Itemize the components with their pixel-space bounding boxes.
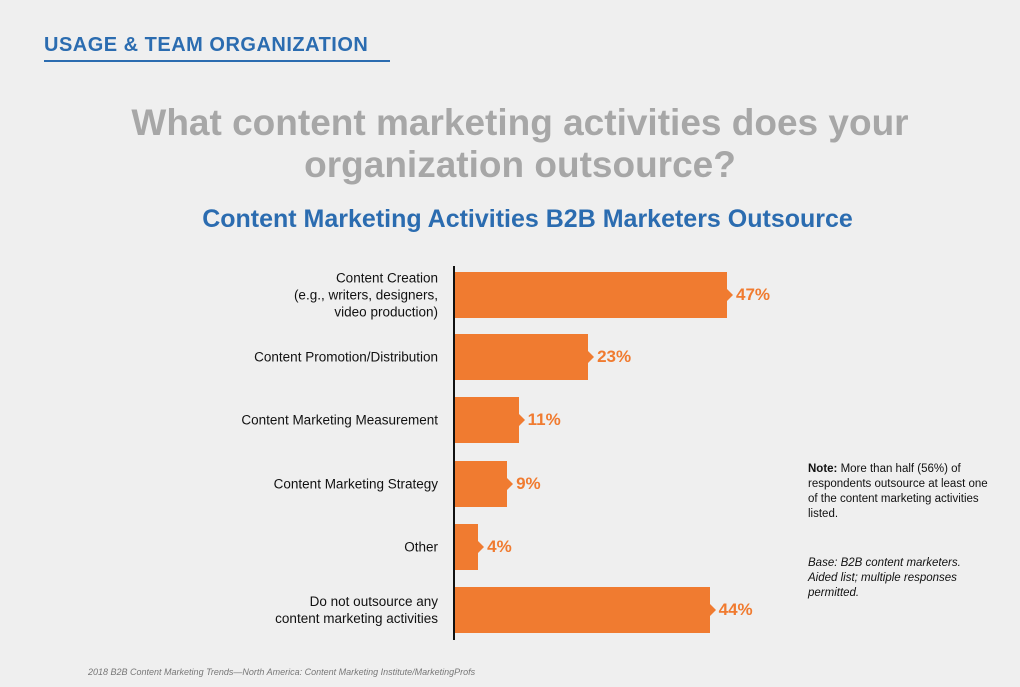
value-label-other: 4% — [487, 537, 512, 556]
note-label: Note: — [808, 463, 838, 475]
bar-content-promotion-distribution — [455, 334, 595, 380]
category-label-line: Content Marketing Measurement — [241, 412, 438, 428]
bar-tip-icon — [588, 351, 595, 363]
chart-title: Content Marketing Activities B2B Markete… — [202, 205, 853, 233]
page-question: What content marketing activities does y… — [131, 102, 909, 185]
value-label-do-not-outsource-any: 44% — [718, 600, 753, 619]
bar-tip-icon — [727, 289, 733, 301]
value-label-content-marketing-strategy: 9% — [516, 474, 541, 493]
category-label-do-not-outsource-any: Do not outsource any content marketing ac… — [150, 593, 438, 627]
category-label-line: Content Promotion/Distribution — [254, 349, 438, 365]
category-label-line: Content Creation — [335, 270, 438, 286]
section-label: USAGE & TEAM ORGANIZATION — [44, 34, 369, 56]
value-label-content-marketing-measurement: 11% — [527, 410, 561, 429]
category-label-line: video production) — [334, 304, 438, 320]
bar-tip-icon — [507, 478, 514, 490]
footer-citation: 2018 B2B Content Marketing Trends—North … — [88, 667, 476, 677]
category-label-content-creation: Content Creation (e.g., writers, designer… — [150, 270, 438, 321]
section-underline — [44, 60, 390, 62]
category-label-line: (e.g., writers, designers, — [293, 287, 438, 303]
category-label-line: content marketing activities — [275, 611, 438, 626]
category-label-content-marketing-measurement: Content Marketing Measurement — [150, 412, 438, 429]
bar-content-marketing-strategy — [455, 461, 514, 507]
bar-content-marketing-measurement — [455, 397, 525, 443]
bar-do-not-outsource-any — [455, 587, 716, 633]
category-label-other: Other — [150, 539, 438, 556]
category-label-line: Content Marketing Strategy — [273, 476, 438, 492]
value-label-content-creation: 47% — [736, 285, 771, 304]
bar-tip-icon — [518, 414, 525, 426]
bar-tip-icon — [478, 541, 485, 553]
note-text: Note: More than half (56%) of respondent… — [808, 462, 988, 522]
bar-other — [455, 524, 485, 570]
value-label-content-promotion-distribution: 23% — [597, 347, 632, 366]
category-label-content-promotion-distribution: Content Promotion/Distribution — [150, 349, 438, 366]
bar-tip-icon — [709, 604, 716, 616]
base-text: Base: B2B content marketers. Aided list;… — [808, 557, 961, 599]
y-axis-line — [453, 266, 455, 640]
bar-content-creation — [455, 272, 733, 318]
category-label-content-marketing-strategy: Content Marketing Strategy — [150, 476, 438, 493]
category-label-line: Other — [404, 539, 438, 555]
category-label-line: Do not outsource any — [309, 594, 438, 609]
note-body: More than half (56%) of respondents outs… — [808, 463, 988, 520]
